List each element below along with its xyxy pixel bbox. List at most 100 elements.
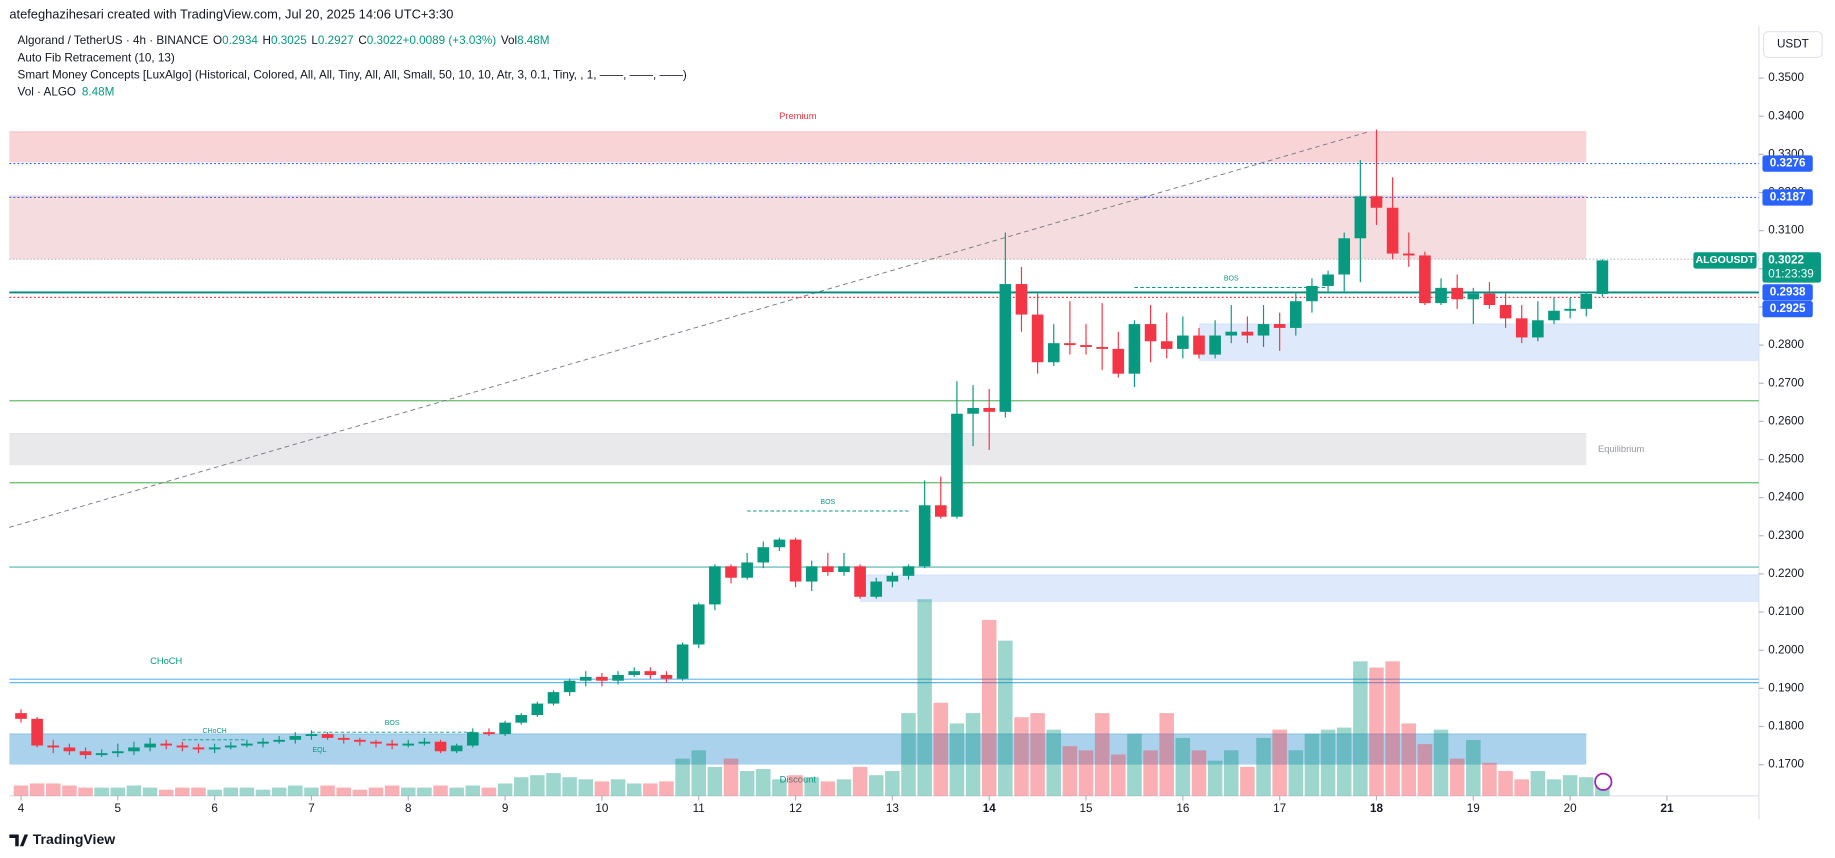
volume-bar [1014,717,1029,796]
volume-bar [610,779,626,796]
candle-body [838,566,850,573]
volume-bar [1175,737,1191,796]
candle-body [160,743,173,746]
volume-bar [756,768,771,796]
legend-key: C [358,34,366,47]
volume-bar [933,702,949,796]
volume-legend: Vol · ALGO 8.48M [18,86,115,99]
volume-bar [239,787,255,796]
volume-bar [1094,713,1110,796]
volume-bar [998,640,1013,796]
x-tick-label: 20 [1564,802,1578,815]
candle-body [886,575,899,582]
y-tick-label: 0.2800 [1768,338,1804,351]
volume-bar [901,713,916,796]
candle-body [789,539,802,582]
candle-body [321,734,334,738]
candle-body [208,747,221,750]
currency-button[interactable] [1763,31,1823,59]
volume-bar [707,766,723,796]
volume-bar [836,779,852,796]
volume-bar [578,779,594,796]
candle-body [1064,343,1076,346]
x-tick-label: 17 [1273,802,1286,815]
candle-body [757,547,770,563]
candle-body [676,644,689,679]
volume-bar [1030,713,1045,796]
volume-bar [1304,733,1320,796]
volume-bar [175,787,190,796]
volume-bar [1288,750,1304,796]
candle-body [579,676,592,681]
volume-bar [691,750,706,796]
candle-body [224,745,237,748]
candle-body [628,671,640,675]
candle-body [1483,293,1496,306]
volume-bar [1385,661,1400,796]
candle-body [822,566,834,573]
candle-body [1354,196,1367,239]
volume-bar [868,775,884,796]
candle-body [289,736,302,740]
x-tick-label: 6 [211,802,218,815]
candle-body [660,674,673,679]
price-label-box [1762,155,1813,172]
candle-body [870,581,883,597]
volume-bar [1530,771,1546,796]
y-tick-label: 0.2700 [1768,376,1804,389]
volume-bar [352,789,368,796]
x-tick-label: 18 [1370,802,1383,815]
volume-bar [223,787,239,796]
candle-body [1532,320,1544,338]
x-tick-label: 15 [1080,802,1094,815]
candle-body [1322,274,1334,286]
y-tick-label: 0.1900 [1768,681,1804,694]
volume-bar [917,599,932,796]
candle-body [1273,324,1286,328]
candle-body [612,674,624,681]
price-label: 0.3187 [1770,191,1806,204]
candle-body [1160,341,1173,349]
legend-value: 0.3022 [367,34,403,47]
volume-bar [465,785,481,796]
replay-icon [1594,772,1613,791]
candle-body [63,747,76,752]
y-tick-label: 0.3500 [1768,71,1804,84]
volume-bar [481,787,497,796]
volume-legend-value: 8.48M [82,86,114,99]
candle-body [402,743,415,746]
candle-body [483,732,495,735]
x-tick-label: 13 [886,802,899,815]
last-price-box [1762,252,1821,283]
volume-bar [1579,777,1594,796]
zone [1198,324,1759,362]
volume-bar [1240,766,1255,796]
volume-bar [1482,762,1497,796]
candle-body [1177,335,1189,349]
candle-body [967,408,979,414]
indicator-label: Smart Money Concepts [LuxAlgo] (Historic… [18,69,687,82]
x-tick-label: 5 [115,802,122,815]
volume-bar [1111,754,1126,796]
volume-bar [449,787,464,796]
volume-bar [304,787,319,796]
candle-body [934,505,947,517]
volume-bar [191,787,206,796]
volume-bar [368,787,384,796]
candle-body [999,284,1012,412]
x-tick-label: 7 [308,802,315,815]
volume-bar [788,775,803,796]
candle-body [515,715,528,723]
zone-label: Equilibrium [1598,444,1644,454]
volume-bar [804,777,819,796]
candle-body [1306,285,1318,302]
candle-body [1241,331,1254,336]
candle-body [305,734,318,737]
candle-body [1225,331,1238,336]
volume-bar [1207,760,1223,796]
y-tick-label: 0.2500 [1768,453,1804,466]
candle-body [1515,318,1528,338]
volume-bar [1159,713,1174,796]
volume-bar [207,789,222,796]
